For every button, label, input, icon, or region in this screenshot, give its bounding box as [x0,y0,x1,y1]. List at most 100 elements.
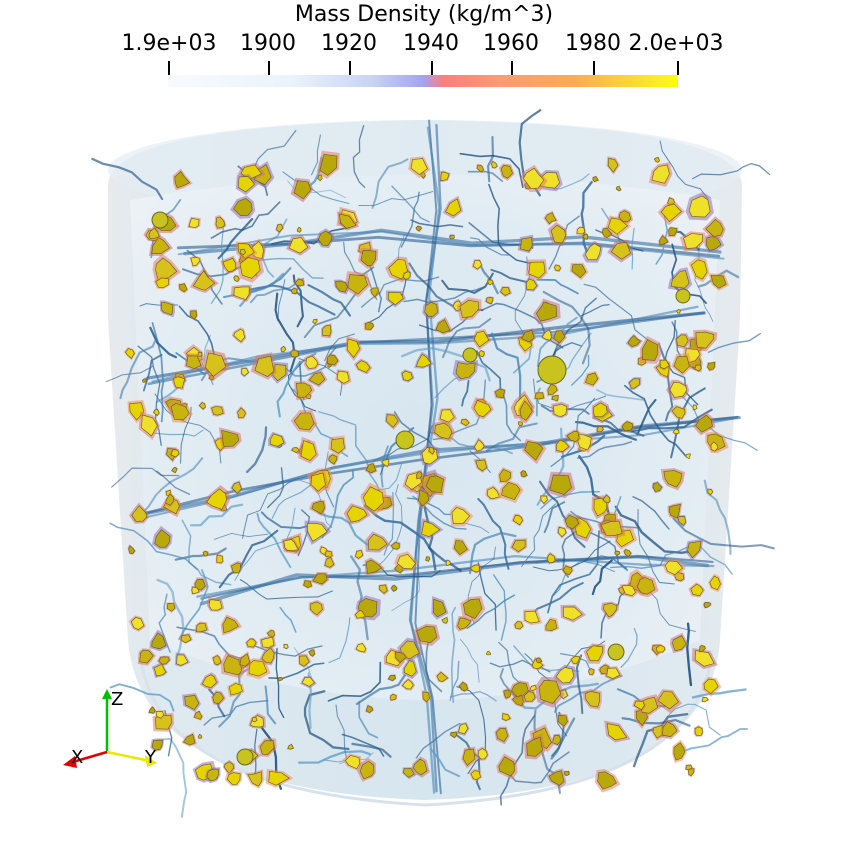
y-axis-arrow [145,755,157,767]
grain [275,223,284,234]
grain [669,632,688,654]
grain [283,643,289,650]
grain [164,492,175,508]
y-axis-label: Y [144,747,157,768]
micro-crack [430,748,461,778]
large-grain [236,748,254,766]
grain [620,420,635,433]
micro-crack [682,728,749,753]
micro-crack [591,559,613,596]
grain [498,479,524,504]
micro-crack [450,606,457,704]
grain [702,216,726,240]
grain [439,170,451,183]
grain [455,616,473,632]
micro-crack [410,219,464,228]
micro-crack [156,470,191,496]
grain [688,582,706,598]
grain [224,770,243,787]
grain [153,276,171,290]
grain [215,553,224,565]
grain [354,642,368,654]
grain [281,537,301,552]
micro-crack [488,183,533,265]
grain [551,401,570,418]
grain [220,614,242,636]
micro-crack [327,661,382,702]
grain [708,273,729,291]
grain [265,768,294,788]
grain [582,688,602,710]
grain [434,316,453,335]
grain [524,733,546,760]
grain [528,684,538,692]
grain [672,739,687,764]
grain [165,602,177,614]
grain [411,756,430,778]
grain [493,387,506,400]
micro-crack [521,503,556,568]
grain [550,394,559,403]
grain [147,225,162,241]
micro-crack [310,134,321,176]
grain [353,608,368,620]
grain [172,168,193,191]
colorbar-tick-label: 1920 [321,31,377,56]
micro-crack [276,352,317,418]
micro-crack [264,685,277,725]
grain [389,693,398,702]
grain [227,681,245,698]
grain [302,579,314,589]
grain [354,358,373,375]
micro-crack [317,511,369,546]
grain [151,661,168,678]
grain [525,259,548,281]
dense-grains [123,150,729,793]
grain [604,720,631,743]
grain [129,615,146,632]
micro-crack [499,715,536,806]
grain [519,164,548,193]
colorbar-tick-mark [431,61,433,75]
colorbar-title: Mass Density (kg/m^3) [294,2,554,27]
grain [308,470,329,495]
grain [569,655,582,666]
micro-crack [477,498,510,570]
grain [441,616,449,625]
micro-crack [456,686,487,775]
grain [533,391,546,401]
grain [378,583,389,596]
grain [485,650,492,656]
micro-crack [287,180,347,199]
grain [494,726,510,745]
micro-crack [256,512,292,569]
grain [307,648,316,658]
grain [442,195,464,219]
micro-crack [590,532,628,571]
micro-crack [470,237,511,256]
grain [365,704,375,714]
grain [654,643,667,654]
grain [174,652,191,667]
grain [698,644,707,653]
colorbar-tick-mark [168,61,170,75]
grain [583,370,600,388]
grain [155,710,165,720]
grain [259,645,276,666]
grain [478,349,486,358]
micro-crack [210,201,281,239]
micro-crack [109,683,175,712]
micro-crack [574,420,637,441]
grain [390,584,398,593]
grain [511,513,524,527]
grain [471,259,483,271]
micro-crack [700,546,733,575]
grain [692,403,698,411]
grain [627,377,642,390]
grain [290,409,318,433]
micro-crack [403,285,487,303]
micro-crack [507,751,570,784]
grain [509,538,528,554]
